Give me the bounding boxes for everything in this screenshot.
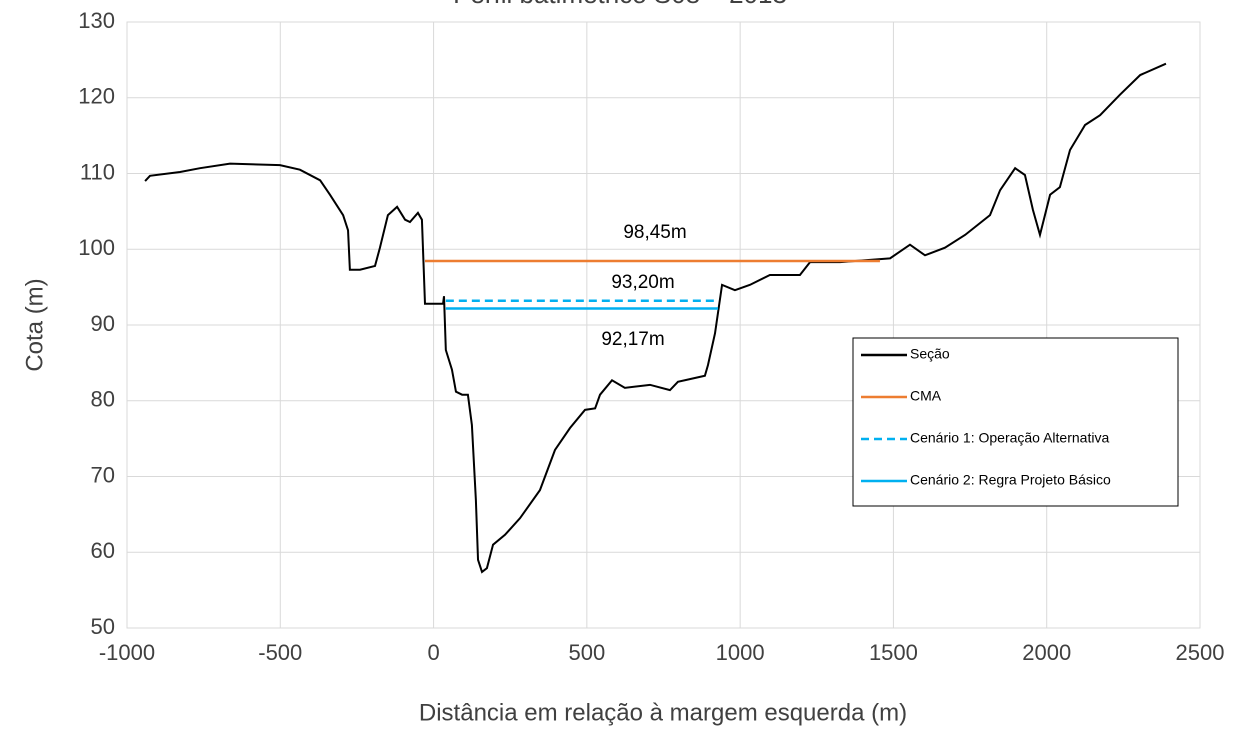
annotation: 98,45m [623, 222, 686, 243]
legend-label: Seção [910, 346, 950, 362]
y-tick-label: 60 [91, 538, 115, 563]
x-tick-label: 1500 [869, 640, 918, 665]
y-tick-label: 80 [91, 387, 115, 412]
y-tick-label: 90 [91, 311, 115, 336]
x-tick-label: 1000 [716, 640, 765, 665]
x-tick-label: 2500 [1176, 640, 1225, 665]
annotation: 93,20m [611, 272, 674, 293]
legend-label: Cenário 1: Operação Alternativa [910, 430, 1109, 446]
x-tick-label: -1000 [99, 640, 155, 665]
y-axis-title: Cota (m) [21, 278, 48, 371]
x-tick-label: 500 [568, 640, 605, 665]
x-tick-label: 0 [427, 640, 439, 665]
series-line [144, 62, 1167, 574]
y-tick-label: 70 [91, 462, 115, 487]
x-axis-title: Distância em relação à margem esquerda (… [419, 699, 907, 726]
legend-label: CMA [910, 388, 942, 404]
y-tick-label: 110 [80, 159, 115, 184]
y-tick-label: 50 [91, 614, 115, 639]
y-tick-label: 120 [78, 84, 115, 109]
x-tick-label: -500 [258, 640, 302, 665]
legend-box [852, 337, 1179, 507]
x-tick-label: 2000 [1022, 640, 1071, 665]
plot-border [126, 21, 1201, 629]
annotation: 92,17m [601, 329, 664, 350]
y-tick-label: 100 [78, 235, 115, 260]
legend-label: Cenário 2: Regra Projeto Básico [910, 472, 1111, 488]
y-tick-label: 130 [78, 8, 115, 33]
